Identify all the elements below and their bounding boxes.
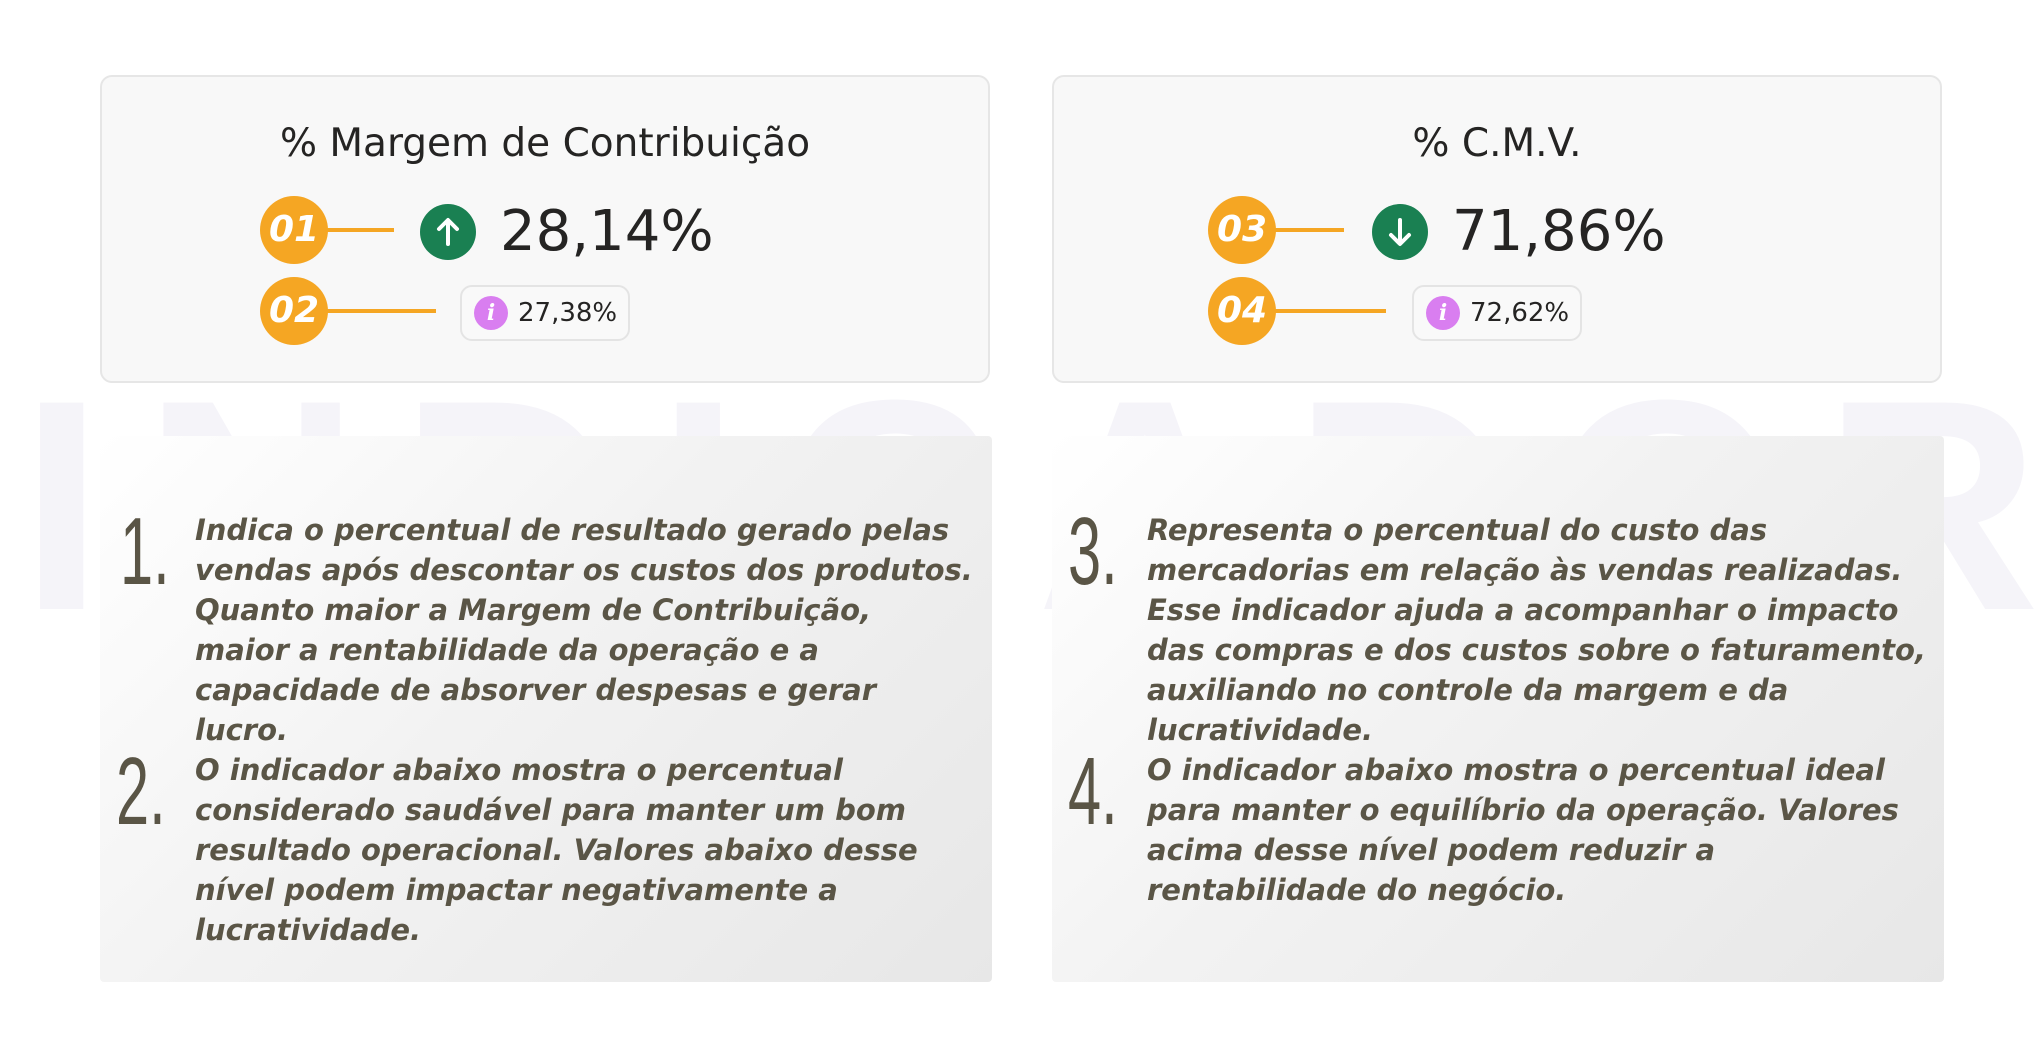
info-icon: i: [1426, 296, 1460, 330]
kpi-value: 71,86%: [1452, 199, 1666, 264]
marker-connector-line: [294, 228, 394, 232]
kpi-title: % Margem de Contribuição: [279, 121, 811, 166]
kpi-card-cmv[interactable]: % C.M.V. 03 71,86% 04 i 72,62%: [1052, 75, 1942, 383]
kpi-title: % C.M.V.: [1412, 121, 1582, 166]
target-badge[interactable]: i 72,62%: [1412, 285, 1582, 341]
marker-connector-line: [1244, 309, 1386, 313]
target-badge[interactable]: i 27,38%: [460, 285, 630, 341]
marker-badge: 03: [1208, 196, 1276, 264]
description-panel-cmv: 3. Representa o percentual do custo das …: [1052, 436, 1944, 982]
marker-badge: 02: [260, 277, 328, 345]
marker-badge: 01: [260, 196, 328, 264]
description-text: Representa o percentual do custo das mer…: [1147, 513, 1926, 747]
target-value: 27,38%: [518, 298, 618, 328]
description-panel-margem: 1. Indica o percentual de resultado gera…: [100, 436, 992, 982]
arrow-up-icon: [420, 204, 476, 260]
step-number: 3.: [1068, 498, 1118, 605]
kpi-value: 28,14%: [500, 199, 714, 264]
marker-connector-line: [1244, 228, 1344, 232]
info-icon: i: [474, 296, 508, 330]
step-number: 2.: [116, 738, 166, 845]
kpi-card-margem[interactable]: % Margem de Contribuição 01 28,14% 02 i …: [100, 75, 990, 383]
description-text: O indicador abaixo mostra o percentual i…: [1147, 753, 1899, 907]
marker-connector-line: [294, 309, 436, 313]
arrow-down-icon: [1372, 204, 1428, 260]
target-value: 72,62%: [1470, 298, 1570, 328]
description-text: O indicador abaixo mostra o percentual c…: [195, 753, 918, 947]
step-number: 1.: [120, 498, 170, 605]
step-number: 4.: [1068, 738, 1118, 845]
marker-badge: 04: [1208, 277, 1276, 345]
description-text: Indica o percentual de resultado gerado …: [195, 513, 973, 747]
